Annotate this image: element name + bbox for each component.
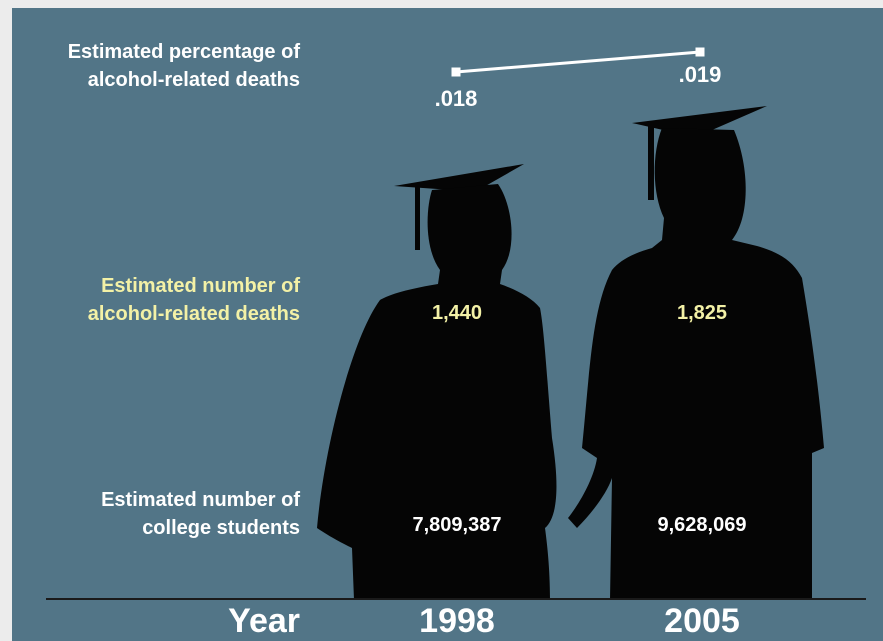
pct-label-line1: Estimated percentage of <box>67 41 300 63</box>
pct-series-line <box>455 50 701 74</box>
students-label-line1: Estimated number of <box>101 489 300 511</box>
pct-label-line2: alcohol-related deaths <box>87 69 300 91</box>
deaths-value-1998: 1,440 <box>431 302 483 324</box>
pct-line-chart <box>451 47 705 77</box>
pct-row-label: Estimated percentage of alcohol-related … <box>12 38 300 94</box>
graduate-2005-icon <box>568 106 824 600</box>
chart-panel: Estimated percentage of alcohol-related … <box>12 8 883 641</box>
deaths-label-line2: alcohol-related deaths <box>87 303 300 325</box>
pct-point-1998 <box>451 67 461 77</box>
pct-point-2005 <box>695 47 705 57</box>
deaths-row-label: Estimated number of alcohol-related deat… <box>12 272 300 328</box>
pct-label-1998: .018 <box>434 86 478 111</box>
graduate-1998-icon <box>317 164 557 600</box>
students-row-label: Estimated number of college students <box>12 486 300 542</box>
students-label-line2: college students <box>142 517 300 539</box>
graduate-silhouettes <box>317 106 824 600</box>
deaths-value-2005: 1,825 <box>676 302 728 324</box>
students-value-2005: 9,628,069 <box>657 514 747 536</box>
baseline <box>46 598 866 600</box>
deaths-label-line1: Estimated number of <box>101 275 300 297</box>
students-value-1998: 7,809,387 <box>412 514 502 536</box>
pct-label-2005: .019 <box>678 62 722 87</box>
x-axis-title: Year <box>228 602 300 640</box>
x-tick-2005: 2005 <box>664 602 740 640</box>
x-tick-1998: 1998 <box>419 602 495 640</box>
